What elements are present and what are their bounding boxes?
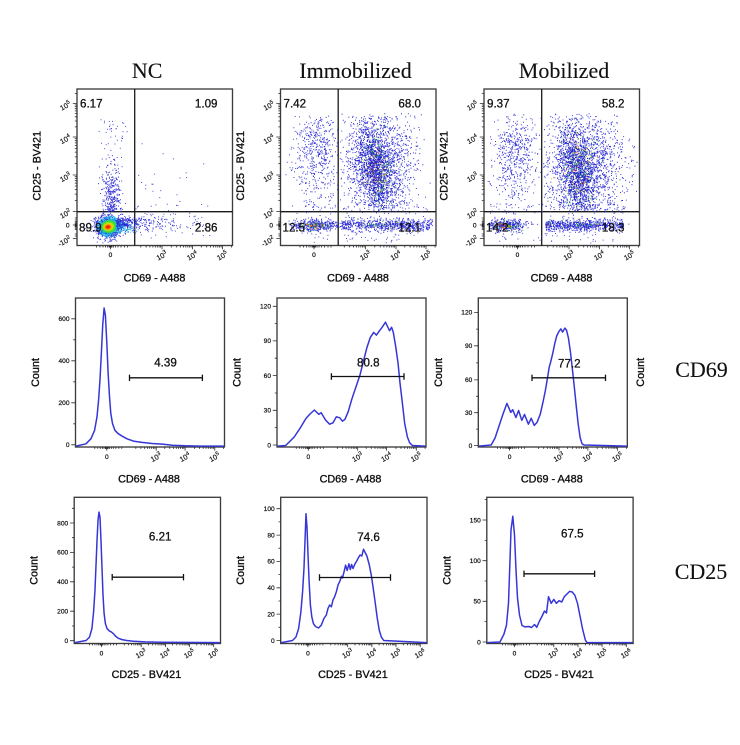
- svg-text:4.39: 4.39: [154, 357, 177, 370]
- svg-text:60: 60: [267, 559, 275, 566]
- svg-text:CD69: CD69: [675, 357, 728, 382]
- svg-text:600: 600: [57, 550, 68, 557]
- svg-text:80.8: 80.8: [357, 357, 380, 370]
- svg-text:40: 40: [267, 585, 275, 592]
- svg-text:CD69 - A488: CD69 - A488: [118, 473, 180, 485]
- svg-text:30: 30: [465, 410, 473, 417]
- svg-text:90: 90: [264, 338, 272, 345]
- svg-text:6.21: 6.21: [149, 530, 172, 543]
- svg-text:0: 0: [109, 252, 113, 259]
- svg-text:0: 0: [271, 638, 275, 645]
- svg-text:68.0: 68.0: [398, 97, 421, 110]
- svg-text:CD69 - A488: CD69 - A488: [320, 473, 382, 485]
- svg-text:0: 0: [477, 639, 481, 646]
- svg-text:200: 200: [57, 609, 68, 616]
- svg-text:0: 0: [66, 222, 70, 229]
- svg-text:2.86: 2.86: [195, 221, 218, 234]
- svg-text:CD25 - BV421: CD25 - BV421: [524, 669, 594, 681]
- svg-text:0: 0: [66, 442, 70, 449]
- svg-text:50: 50: [473, 599, 481, 606]
- svg-text:89.9: 89.9: [79, 221, 102, 234]
- svg-text:400: 400: [58, 358, 69, 365]
- svg-text:Count: Count: [433, 358, 445, 387]
- svg-text:0: 0: [508, 454, 512, 461]
- svg-text:0: 0: [312, 252, 316, 259]
- svg-text:0: 0: [65, 638, 69, 645]
- svg-text:Count: Count: [441, 556, 453, 585]
- svg-text:90: 90: [465, 343, 473, 350]
- svg-text:60: 60: [465, 377, 473, 384]
- svg-text:0: 0: [267, 442, 271, 449]
- svg-text:100: 100: [470, 558, 481, 565]
- svg-text:104: 104: [178, 451, 192, 464]
- svg-text:Count: Count: [235, 556, 247, 585]
- svg-text:CD25 - BV421: CD25 - BV421: [32, 131, 44, 201]
- svg-text:60: 60: [264, 373, 272, 380]
- svg-text:Count: Count: [30, 358, 42, 387]
- svg-text:200: 200: [58, 400, 69, 407]
- svg-text:30: 30: [264, 408, 272, 415]
- svg-text:CD69 - A488: CD69 - A488: [521, 473, 583, 485]
- svg-text:0: 0: [516, 252, 520, 259]
- svg-text:0: 0: [513, 651, 517, 658]
- svg-text:12.5: 12.5: [283, 221, 306, 234]
- svg-text:CD69 - A488: CD69 - A488: [531, 273, 593, 285]
- svg-text:120: 120: [461, 310, 472, 317]
- svg-text:0: 0: [100, 651, 104, 658]
- svg-text:Immobilized: Immobilized: [299, 58, 411, 83]
- svg-text:100: 100: [264, 506, 275, 513]
- svg-text:NC: NC: [132, 58, 163, 83]
- svg-text:74.6: 74.6: [357, 531, 380, 544]
- svg-text:Count: Count: [232, 358, 244, 387]
- svg-text:14.2: 14.2: [486, 221, 509, 234]
- svg-text:150: 150: [470, 517, 481, 524]
- svg-text:20: 20: [267, 611, 275, 618]
- svg-text:0: 0: [306, 651, 310, 658]
- svg-text:CD25: CD25: [675, 559, 728, 584]
- svg-text:1.09: 1.09: [195, 97, 218, 110]
- svg-text:67.5: 67.5: [561, 528, 584, 541]
- svg-text:800: 800: [57, 520, 68, 527]
- svg-text:0: 0: [469, 443, 473, 450]
- svg-text:58.2: 58.2: [602, 97, 625, 110]
- svg-text:CD25 - BV421: CD25 - BV421: [439, 131, 451, 201]
- svg-text:Mobilized: Mobilized: [519, 58, 609, 83]
- svg-text:18.3: 18.3: [602, 221, 625, 234]
- svg-text:120: 120: [260, 304, 271, 311]
- svg-text:9.37: 9.37: [487, 97, 510, 110]
- svg-text:0: 0: [105, 454, 109, 461]
- svg-text:7.42: 7.42: [284, 97, 307, 110]
- svg-text:CD25 - BV421: CD25 - BV421: [318, 669, 388, 681]
- svg-text:77.2: 77.2: [558, 358, 581, 371]
- svg-text:CD69 - A488: CD69 - A488: [124, 273, 186, 285]
- svg-text:Count: Count: [635, 358, 647, 387]
- svg-text:CD25 - BV421: CD25 - BV421: [235, 131, 247, 201]
- svg-text:400: 400: [57, 579, 68, 586]
- svg-text:12.1: 12.1: [398, 221, 421, 234]
- svg-text:CD69 - A488: CD69 - A488: [327, 273, 389, 285]
- svg-text:Count: Count: [29, 556, 41, 585]
- svg-text:0: 0: [269, 222, 273, 229]
- svg-text:6.17: 6.17: [80, 97, 103, 110]
- svg-text:0: 0: [306, 454, 310, 461]
- svg-text:80: 80: [267, 532, 275, 539]
- svg-text:600: 600: [58, 316, 69, 323]
- svg-text:CD25 - BV421: CD25 - BV421: [112, 669, 182, 681]
- svg-text:0: 0: [473, 222, 477, 229]
